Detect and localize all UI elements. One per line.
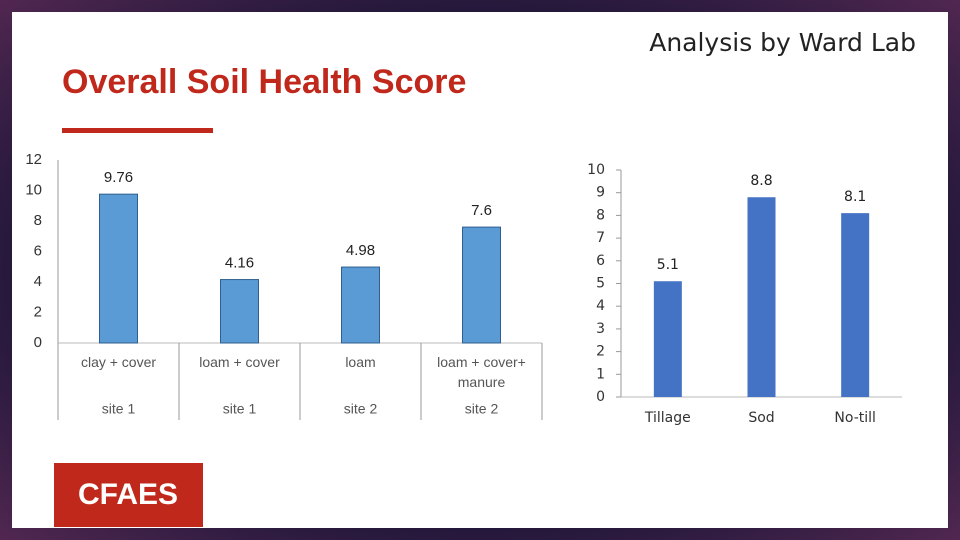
category-group-label: site 1 xyxy=(102,401,136,417)
x-tick-label: No-till xyxy=(834,410,876,426)
category-box: Sod xyxy=(748,410,775,426)
category-group-label: site 1 xyxy=(223,401,257,417)
y-tick-label: 7 xyxy=(596,230,605,246)
category-box: Tillage xyxy=(644,410,691,426)
x-tick-label: clay + cover xyxy=(80,354,157,370)
value-label: 4.98 xyxy=(346,242,375,259)
bar xyxy=(747,197,776,397)
logo-box xyxy=(54,463,203,527)
bar xyxy=(341,266,380,344)
bar xyxy=(841,213,870,397)
y-tick-label: 8 xyxy=(596,207,605,223)
category-box: loam + cover+ manure xyxy=(437,354,526,390)
y-tick-label: 3 xyxy=(596,321,605,337)
y-tick-label: 6 xyxy=(34,242,42,259)
logo: CFAES xyxy=(78,478,178,511)
y-tick-label: 2 xyxy=(596,344,605,360)
value-label: 8.8 xyxy=(750,173,772,189)
y-tick-label: 9 xyxy=(596,185,605,201)
value-label: 4.16 xyxy=(225,255,254,272)
title-underline xyxy=(62,128,213,133)
y-tick-label: 10 xyxy=(25,181,42,198)
bar xyxy=(220,279,259,344)
slide-subtitle: Analysis by Ward Lab xyxy=(649,28,916,57)
x-tick-label: Tillage xyxy=(644,410,691,426)
value-label: 7.6 xyxy=(471,202,492,219)
x-tick-label: Sod xyxy=(748,410,775,426)
value-label: 8.1 xyxy=(844,189,866,205)
y-tick-label: 12 xyxy=(25,151,42,168)
y-tick-label: 1 xyxy=(596,366,605,382)
category-box: clay + cover xyxy=(80,354,157,370)
x-tick-label: loam xyxy=(345,354,376,370)
bar xyxy=(462,226,501,344)
slide-title: Overall Soil Health Score xyxy=(62,63,466,101)
value-label: 9.76 xyxy=(104,169,133,186)
y-tick-label: 10 xyxy=(587,162,605,178)
category-group-label: site 2 xyxy=(344,401,378,417)
y-tick-label: 8 xyxy=(34,212,42,229)
y-tick-label: 4 xyxy=(34,273,42,290)
x-tick-label: loam + cover+ manure xyxy=(437,354,526,390)
category-box: loam + cover xyxy=(199,354,280,370)
bar xyxy=(99,193,138,344)
x-tick-label: loam + cover xyxy=(199,354,280,370)
y-tick-label: 5 xyxy=(596,276,605,292)
y-tick-label: 0 xyxy=(34,334,42,351)
y-tick-label: 2 xyxy=(34,303,42,320)
y-tick-label: 4 xyxy=(596,298,605,314)
value-label: 5.1 xyxy=(657,257,679,273)
y-tick-label: 0 xyxy=(596,389,605,405)
category-box: loam xyxy=(345,354,376,370)
category-group-label: site 2 xyxy=(465,401,499,417)
bar xyxy=(653,281,682,397)
y-tick-label: 6 xyxy=(596,253,605,269)
category-box: No-till xyxy=(834,410,876,426)
